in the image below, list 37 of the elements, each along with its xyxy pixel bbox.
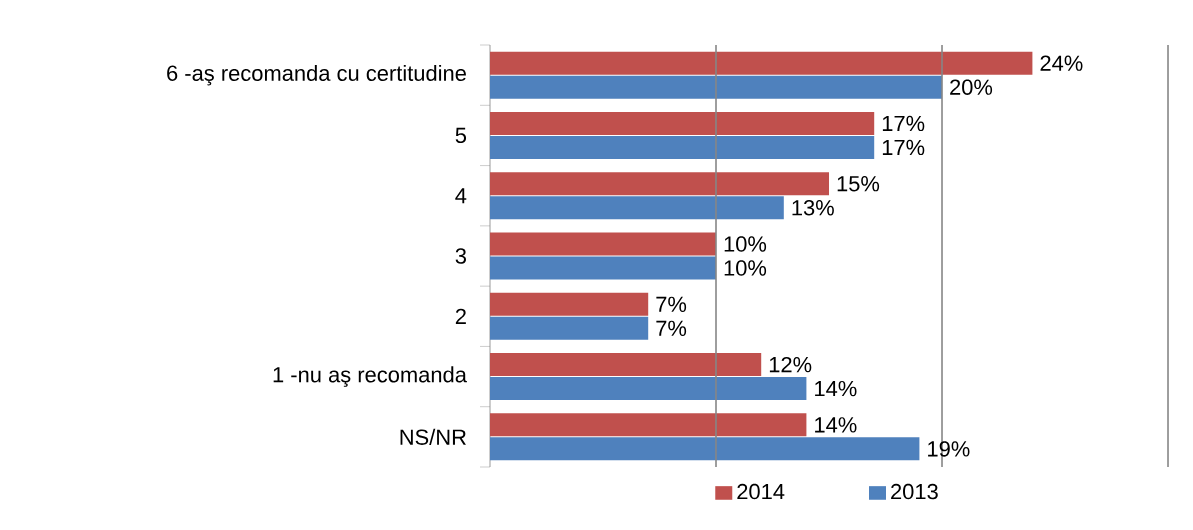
data-label: 15% (837, 176, 880, 192)
data-label: 17% (882, 115, 925, 132)
bar (490, 135, 875, 159)
y-tick-label: 3 (455, 248, 466, 264)
y-tick-label: NS/NR (400, 428, 466, 445)
bar (490, 256, 716, 280)
data-label: 24% (1040, 55, 1083, 71)
bar (490, 292, 649, 316)
data-label: 12% (769, 356, 812, 373)
bar (490, 437, 920, 461)
data-label: 14% (815, 380, 857, 397)
data-label: 13% (792, 199, 834, 216)
y-tick-label: 5 (455, 127, 467, 144)
bar (490, 353, 762, 377)
bar (490, 377, 807, 401)
data-label: 19% (928, 441, 970, 457)
data-label: 7% (656, 296, 687, 312)
bar (490, 172, 830, 196)
data-label: 10% (724, 260, 767, 276)
data-label: 7% (656, 320, 687, 336)
bar (490, 232, 716, 256)
legend-label: 2014 (737, 483, 785, 500)
bar (490, 75, 943, 99)
y-tick-label: 6 -aş recomanda cu certitudine (167, 64, 466, 86)
y-tick-label: 1 -nu aş recomanda (273, 366, 467, 387)
bar (490, 413, 807, 437)
data-label: 17% (882, 139, 925, 156)
legend-label: 2013 (891, 483, 938, 500)
bar (490, 111, 875, 135)
data-label: 14% (815, 417, 857, 433)
bar (490, 316, 649, 340)
bar (490, 196, 784, 220)
data-label: 20% (950, 79, 993, 95)
y-tick-label: 4 (455, 188, 467, 204)
bar (490, 51, 1033, 75)
y-tick-label: 2 (455, 308, 466, 324)
data-label: 10% (724, 236, 767, 252)
